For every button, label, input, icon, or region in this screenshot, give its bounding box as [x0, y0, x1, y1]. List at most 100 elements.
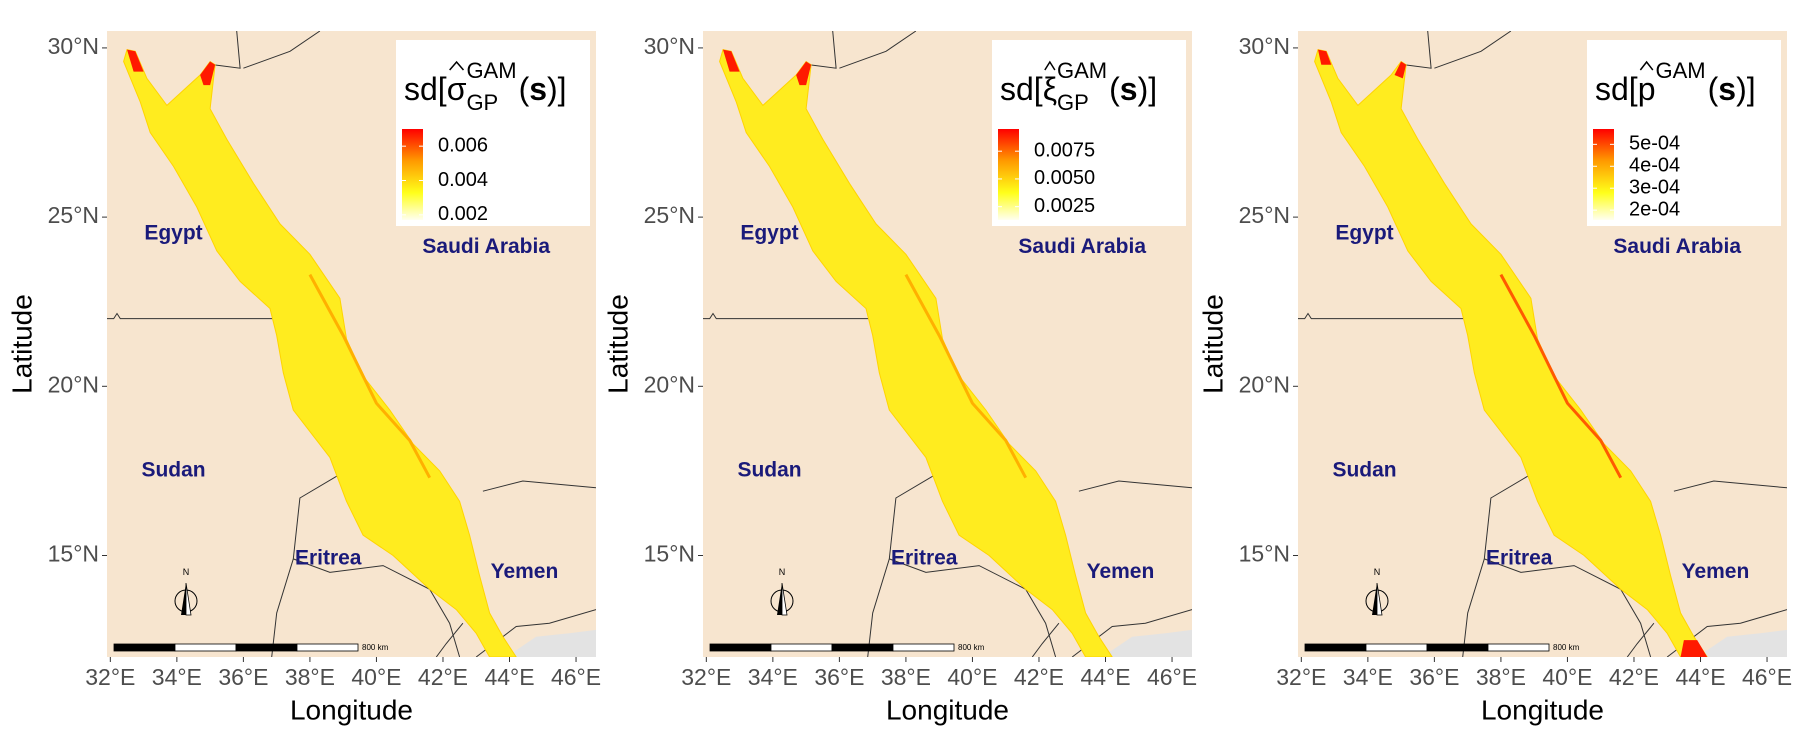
legend-title-close: )] — [547, 71, 567, 107]
hotspot — [723, 49, 740, 72]
x-tick-label: 32°E — [681, 664, 731, 690]
x-axis-title: Longitude — [290, 694, 413, 725]
legend-title-symbol: σ — [447, 71, 467, 107]
colorbar — [402, 129, 423, 220]
border — [1078, 480, 1192, 492]
hotspot — [1318, 49, 1332, 65]
compass-needle-light — [781, 582, 788, 616]
border — [809, 31, 837, 69]
country-label: Egypt — [1335, 222, 1393, 245]
border — [435, 622, 464, 657]
hotspot — [1680, 640, 1708, 657]
colorbar-label: 0.0050 — [1034, 167, 1095, 189]
hat — [1044, 60, 1056, 71]
map-panel: Egypt Saudi Arabia Sudan Eritrea Yemen 800 km… — [6, 31, 601, 725]
country-label: Egypt — [740, 222, 798, 245]
y-tick-label: 25°N — [644, 202, 695, 228]
x-tick-label: 44°E — [1080, 664, 1130, 690]
legend-title-symbol: p — [1638, 71, 1656, 107]
compass-needle-dark — [777, 583, 782, 615]
y-tick-label: 30°N — [48, 33, 99, 59]
scale-bar-segment — [1304, 643, 1367, 652]
border — [1626, 622, 1655, 657]
y-tick-label: 15°N — [644, 541, 695, 567]
x-tick-label: 42°E — [1014, 664, 1064, 690]
x-tick-label: 34°E — [1343, 664, 1393, 690]
legend-title-argument: s — [1120, 71, 1138, 107]
hotspot — [796, 61, 812, 86]
legend-title-prefix: sd[ — [1000, 71, 1043, 107]
compass-needle-dark — [181, 583, 186, 615]
country-label: Sudan — [141, 458, 205, 481]
country-label: Yemen — [1682, 560, 1750, 583]
y-tick-label: 15°N — [48, 541, 99, 567]
legend-box — [396, 40, 590, 226]
legend-title-symbol: ξ — [1043, 71, 1057, 107]
country-label: Egypt — [144, 222, 202, 245]
x-tick-label: 38°E — [881, 664, 931, 690]
trough — [904, 273, 1028, 479]
x-tick-label: 38°E — [285, 664, 335, 690]
colorbar-label: 0.006 — [438, 134, 488, 156]
hotspot — [1394, 61, 1407, 79]
y-tick-label: 20°N — [1239, 371, 1290, 397]
scale-bar-segment — [709, 643, 772, 652]
legend-title-superscript: GAM — [1655, 58, 1705, 83]
x-tick-label: 36°E — [218, 664, 268, 690]
y-tick-label: 25°N — [48, 202, 99, 228]
grey-land — [1697, 629, 1787, 657]
border — [1404, 31, 1432, 69]
y-tick-label: 25°N — [1239, 202, 1290, 228]
country-label: Saudi Arabia — [1613, 235, 1741, 258]
red-sea — [1314, 49, 1708, 657]
red-sea — [719, 49, 1113, 657]
grey-land — [1102, 629, 1192, 657]
scale-bar-segment — [1426, 643, 1489, 652]
scale-bar-segment — [296, 643, 359, 652]
compass-needle-light — [185, 582, 192, 616]
colorbar-label: 0.004 — [438, 169, 488, 191]
colorbar — [1593, 129, 1614, 220]
legend-title-open: ( — [1109, 71, 1120, 107]
country-label: Yemen — [1087, 560, 1155, 583]
legend-title-argument: s — [529, 71, 547, 107]
x-tick-label: 46°E — [1742, 664, 1792, 690]
x-tick-label: 32°E — [85, 664, 135, 690]
colorbar-label: 2e-04 — [1629, 198, 1680, 220]
y-axis-title: Latitude — [602, 294, 633, 394]
y-tick-label: 15°N — [1239, 541, 1290, 567]
map-panel: Egypt Saudi Arabia Sudan Eritrea Yemen 800 km… — [602, 31, 1197, 725]
legend-title-superscript: GAM — [1057, 58, 1107, 83]
country-label: Saudi Arabia — [1018, 235, 1146, 258]
scale-label: 800 km — [958, 643, 985, 652]
x-tick-label: 40°E — [351, 664, 401, 690]
border — [243, 31, 321, 69]
y-tick-label: 20°N — [644, 371, 695, 397]
grey-land — [506, 629, 596, 657]
legend-box — [992, 40, 1186, 226]
compass-needle-dark — [1372, 583, 1377, 615]
scale-bar-segment — [235, 643, 298, 652]
y-tick-label: 30°N — [1239, 33, 1290, 59]
x-tick-label: 42°E — [1609, 664, 1659, 690]
scale-label: 800 km — [1553, 643, 1580, 652]
border — [1484, 558, 1652, 657]
border — [703, 312, 870, 320]
scale-bar-segment — [174, 643, 237, 652]
north-label: N — [1374, 567, 1381, 577]
x-tick-label: 40°E — [1542, 664, 1592, 690]
country-label: Yemen — [491, 560, 559, 583]
legend-title-close: )] — [1138, 71, 1158, 107]
border — [1434, 31, 1512, 69]
country-label: Eritrea — [1486, 546, 1553, 569]
country-label: Sudan — [1332, 458, 1396, 481]
border — [1031, 622, 1060, 657]
x-tick-label: 38°E — [1476, 664, 1526, 690]
border — [213, 31, 241, 69]
legend-box — [1587, 40, 1781, 226]
border — [293, 558, 461, 657]
legend-title-close: )] — [1736, 71, 1756, 107]
y-axis-title: Latitude — [6, 294, 37, 394]
